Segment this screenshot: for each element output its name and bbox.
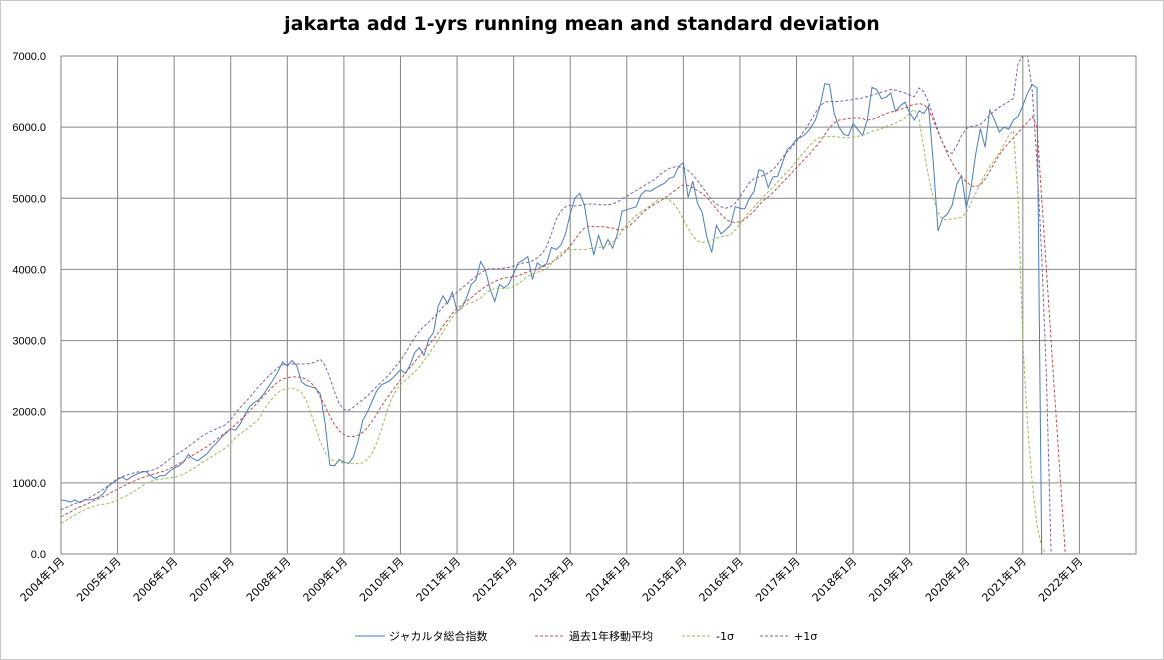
x-tick-label: 2007年1月 [187,554,237,604]
x-tick-label: 2008年1月 [243,554,293,604]
series-line-3 [60,55,1052,555]
x-tick-label: 2018年1月 [809,554,859,604]
x-tick-label: 2015年1月 [639,554,689,604]
x-tick-label: 2010年1月 [356,554,406,604]
legend-label: ジャカルタ総合指数 [389,629,487,643]
x-tick-label: 2016年1月 [696,554,746,604]
y-tick-label: 3000.0 [12,336,46,348]
x-tick-label: 2020年1月 [922,554,972,604]
plot-border [60,55,1137,555]
series-line-0 [60,83,1043,555]
legend-label: 過去1年移動平均 [569,629,653,643]
chart-title: jakarta add 1-yrs running mean and stand… [284,13,880,35]
y-tick-label: 0.0 [31,549,46,561]
x-axis: 2004年1月 2005年1月 2006年1月 2007年1月 2008年1月 2009年… [17,554,1086,604]
series-line-1 [60,103,1066,555]
y-tick-label: 6000.0 [12,122,46,134]
y-tick-label: 4000.0 [12,264,46,276]
x-tick-label: 2011年1月 [413,554,463,604]
x-tick-label: 2004年1月 [17,554,67,604]
x-tick-label: 2017年1月 [752,554,802,604]
y-tick-label: 2000.0 [12,407,46,419]
legend: ジャカルタ総合指数 過去1年移動平均 -1σ +1σ [355,629,817,643]
y-tick-label: 1000.0 [12,478,46,490]
x-tick-label: 2019年1月 [866,554,916,604]
series-lines [60,55,1066,555]
legend-label: +1σ [794,630,817,643]
series-line-2 [60,108,1047,555]
x-tick-label: 2021年1月 [979,554,1029,604]
x-tick-label: 2005年1月 [73,554,123,604]
x-tick-label: 2022年1月 [1035,554,1085,604]
x-tick-label: 2006年1月 [130,554,180,604]
legend-label: -1σ [716,630,734,643]
y-tick-label: 5000.0 [12,193,46,205]
y-tick-label: 7000.0 [12,51,46,63]
x-tick-label: 2013年1月 [526,554,576,604]
x-tick-label: 2014年1月 [583,554,633,604]
y-axis: 0.0 1000.0 2000.0 3000.0 4000.0 5000.0 6000.0 7… [12,51,46,561]
x-tick-label: 2012年1月 [470,554,520,604]
grid [60,55,1137,555]
x-tick-label: 2009年1月 [300,554,350,604]
